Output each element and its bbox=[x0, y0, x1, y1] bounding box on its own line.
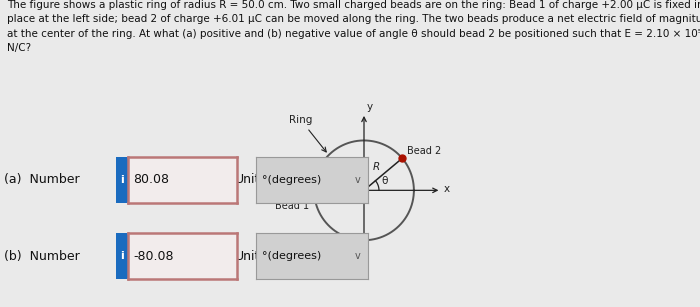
Text: 80.08: 80.08 bbox=[134, 173, 169, 186]
Text: v: v bbox=[355, 251, 360, 261]
Text: -80.08: -80.08 bbox=[134, 250, 174, 263]
Text: θ: θ bbox=[382, 176, 388, 186]
Text: °(degrees): °(degrees) bbox=[262, 251, 321, 261]
Text: Ring: Ring bbox=[289, 115, 326, 152]
Text: x: x bbox=[444, 184, 450, 194]
Text: i: i bbox=[120, 251, 124, 261]
Text: i: i bbox=[120, 175, 124, 185]
Text: °(degrees): °(degrees) bbox=[262, 175, 321, 185]
Text: Units: Units bbox=[234, 173, 267, 186]
Text: y: y bbox=[367, 102, 373, 112]
Text: (a)  Number: (a) Number bbox=[4, 173, 79, 186]
Text: v: v bbox=[355, 175, 360, 185]
Text: Units: Units bbox=[234, 250, 267, 263]
Text: Bead 2: Bead 2 bbox=[407, 146, 442, 156]
Text: The figure shows a plastic ring of radius R = 50.0 cm. Two small charged beads a: The figure shows a plastic ring of radiu… bbox=[7, 0, 700, 53]
Text: R: R bbox=[372, 162, 379, 172]
Text: (b)  Number: (b) Number bbox=[4, 250, 79, 263]
Text: Bead 1: Bead 1 bbox=[275, 201, 309, 211]
